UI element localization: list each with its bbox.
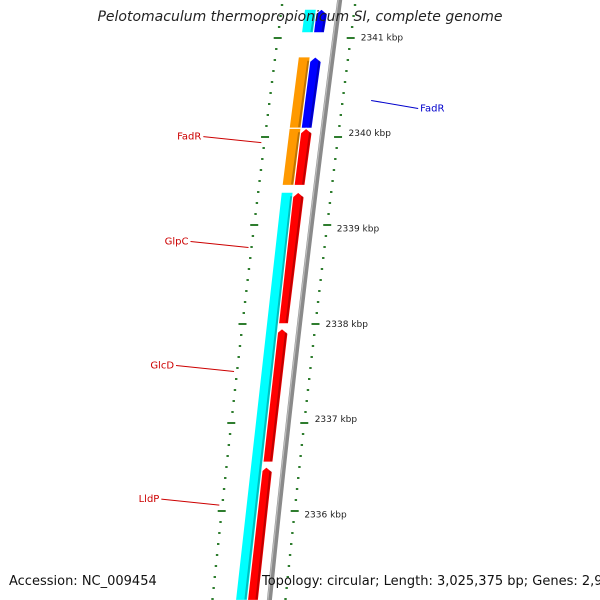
gene-label: FadR	[420, 103, 444, 114]
gene-block-shade	[310, 13, 316, 32]
gene-label: GlpC	[165, 237, 189, 248]
gene-block-shade	[244, 196, 293, 600]
label-leader-line	[203, 136, 262, 144]
gene-labels: FadR FadR GlpC GlcD LldP	[139, 99, 444, 506]
backbone-highlight	[267, 0, 339, 600]
label-leader-line	[175, 365, 235, 373]
gene-block	[300, 8, 318, 34]
gene-block-shade	[302, 132, 312, 185]
inner-tick-marks	[284, 4, 357, 600]
gene-block-shade	[270, 332, 287, 462]
gene-block-shade	[321, 13, 327, 32]
ruler-label: 2338 kbp	[326, 320, 369, 330]
backbone-group	[266, 0, 343, 600]
gene-block	[288, 56, 311, 129]
backbone-line	[266, 0, 343, 600]
gene-label: LldP	[139, 494, 160, 505]
ruler-labels: 2341 kbp 2340 kbp 2339 kbp 2338 kbp 2337 kbp…	[304, 34, 403, 521]
gene-block-shade	[298, 60, 310, 128]
ruler-label: 2341 kbp	[361, 34, 404, 44]
gene-block	[234, 191, 294, 600]
label-leader-line	[190, 241, 249, 249]
ruler-label: 2337 kbp	[315, 415, 358, 425]
gene-block-shade	[309, 60, 321, 128]
label-leader-line	[371, 99, 419, 109]
gene-block-shade	[285, 196, 304, 323]
label-leader-line	[161, 498, 220, 506]
gene-block-shade	[255, 470, 272, 600]
ruler-label: 2339 kbp	[337, 224, 380, 234]
genome-summary-text: Topology: circular; Length: 3,025,375 bp…	[262, 574, 600, 589]
gene-block-shade	[291, 132, 301, 185]
gene-label: FadR	[177, 132, 201, 143]
outer-tick-marks	[211, 4, 284, 600]
accession-text: Accession: NC_009454	[9, 574, 157, 589]
gene-features	[234, 8, 329, 600]
gene-block	[281, 127, 302, 187]
ruler-label: 2336 kbp	[304, 511, 347, 521]
gene-label: GlcD	[150, 361, 174, 372]
map-title: Pelotomaculum thermopropionicum SI, comp…	[97, 9, 503, 25]
ruler-label: 2340 kbp	[349, 129, 392, 139]
